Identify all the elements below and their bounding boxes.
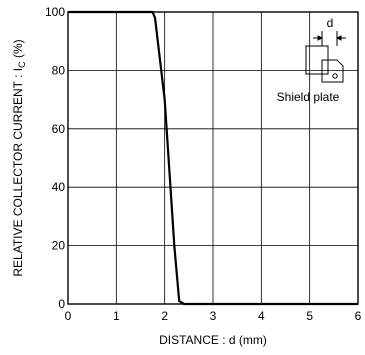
y-tick-label: 0 — [58, 297, 65, 311]
y-axis-title-main: RELATIVE COLLECTOR CURRENT : I — [11, 68, 25, 277]
x-tick-label: 6 — [355, 309, 362, 323]
shield-plate-inset: d Shield plate — [277, 16, 346, 104]
grid-lines — [68, 12, 358, 304]
inset-hidden-edge — [321, 60, 328, 75]
y-tick-labels: 0 20 40 60 80 100 — [45, 5, 65, 311]
x-tick-label: 1 — [113, 309, 120, 323]
inset-dimension-label: d — [327, 16, 334, 30]
x-tick-label: 2 — [161, 309, 168, 323]
x-tick-labels: 0 1 2 3 4 5 6 — [65, 309, 362, 323]
inset-sensor-hole — [332, 73, 338, 79]
x-tick-label: 4 — [258, 309, 265, 323]
inset-sensor-body — [321, 59, 344, 83]
x-tick-label: 3 — [210, 309, 217, 323]
inset-label: Shield plate — [277, 90, 340, 104]
y-tick-label: 60 — [52, 122, 66, 136]
y-tick-label: 20 — [52, 239, 66, 253]
y-axis-title-subscript: C — [17, 61, 27, 68]
y-tick-label: 100 — [45, 5, 65, 19]
y-axis-title-unit: (%) — [11, 39, 25, 61]
y-axis-title: RELATIVE COLLECTOR CURRENT : IC (%) — [11, 39, 27, 276]
y-tick-label: 40 — [52, 180, 66, 194]
x-tick-label: 0 — [65, 309, 72, 323]
inset-arrowhead-left — [317, 35, 324, 41]
series-line — [68, 10, 358, 306]
inset-arrowhead-right — [335, 35, 342, 41]
x-tick-label: 5 — [306, 309, 313, 323]
x-axis-title: DISTANCE : d (mm) — [159, 333, 267, 347]
y-tick-label: 80 — [52, 63, 66, 77]
